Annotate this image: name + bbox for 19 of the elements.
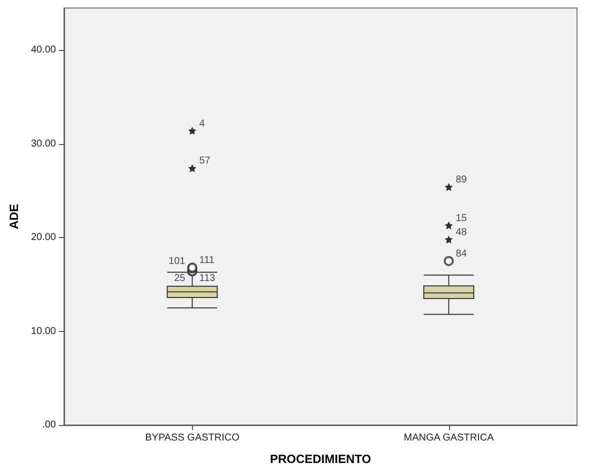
- x-tick-label: BYPASS GASTRICO: [145, 432, 240, 444]
- annotation: 57: [199, 156, 211, 167]
- y-tick-label: 40.00: [30, 44, 56, 56]
- annotation: 48: [456, 226, 468, 238]
- y-axis-title: ADE: [7, 204, 21, 230]
- y-tick-label: 20.00: [30, 232, 56, 244]
- annotation: 89: [456, 174, 468, 186]
- y-tick-label: .00: [42, 420, 56, 430]
- y-tick-label: 10.00: [30, 326, 56, 337]
- annotation: 4: [199, 118, 206, 130]
- x-axis-title: PROCEDIMIENTO: [270, 452, 372, 466]
- y-tick-label: 30.00: [30, 138, 56, 150]
- annotation: 25: [174, 272, 186, 284]
- annotation: 101: [168, 256, 186, 268]
- x-tick-label: MANGA GASTRICA: [404, 432, 494, 444]
- annotation: 111: [199, 255, 215, 266]
- annotation: 84: [456, 248, 468, 260]
- annotation: 15: [456, 212, 468, 224]
- annotation: 113: [199, 272, 216, 284]
